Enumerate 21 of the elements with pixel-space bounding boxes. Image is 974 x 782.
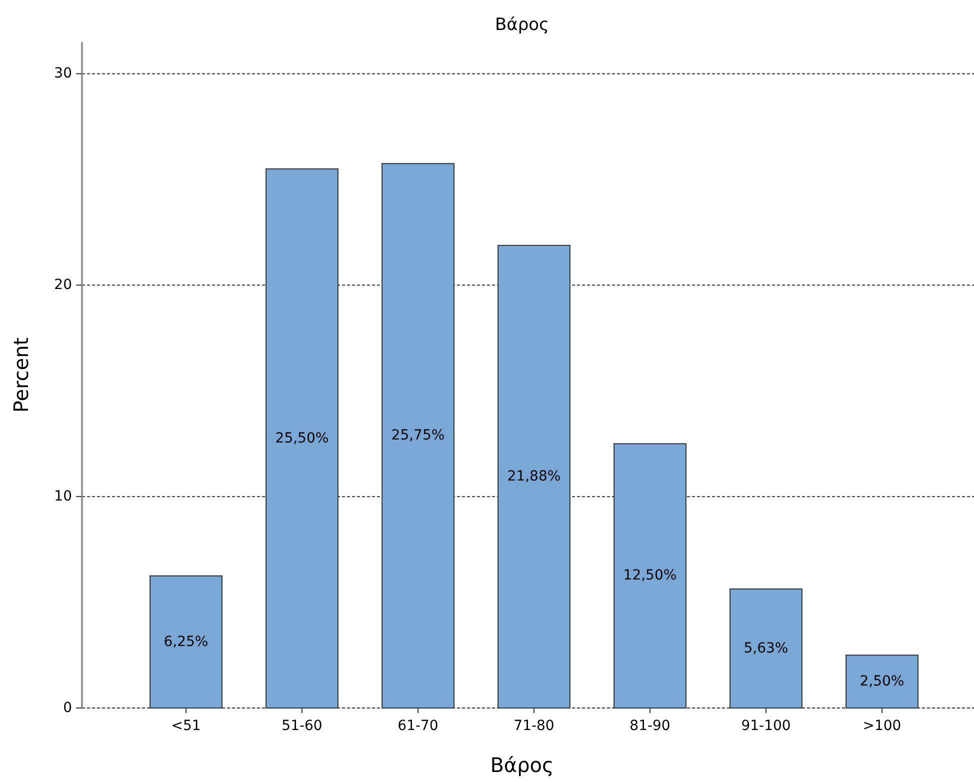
data-label: 12,50% bbox=[623, 568, 677, 584]
x-tick-label: 71-80 bbox=[514, 718, 554, 734]
y-axis-title: Percent bbox=[9, 337, 33, 413]
y-tick-label: 10 bbox=[54, 488, 72, 504]
x-tick-label: >100 bbox=[862, 718, 902, 734]
data-label: 25,50% bbox=[275, 430, 329, 446]
data-label: 5,63% bbox=[744, 640, 788, 656]
y-tick-label: 0 bbox=[63, 700, 72, 716]
x-tick-label: 61-70 bbox=[398, 718, 438, 734]
y-tick-label: 30 bbox=[54, 66, 72, 82]
x-tick-label: 51-60 bbox=[282, 718, 322, 734]
data-label: 2,50% bbox=[860, 673, 904, 690]
x-tick-label: 81-90 bbox=[630, 718, 670, 734]
data-label: 6,25% bbox=[164, 634, 208, 650]
data-label: 25,75% bbox=[391, 428, 445, 444]
x-axis-title: Βάρος bbox=[490, 753, 554, 777]
y-tick-label: 20 bbox=[54, 276, 72, 293]
x-tick-label: 91-100 bbox=[741, 718, 791, 734]
data-label: 21,88% bbox=[507, 468, 561, 485]
chart-title: Βάρος bbox=[494, 15, 550, 35]
x-tick-label: <51 bbox=[171, 718, 201, 734]
